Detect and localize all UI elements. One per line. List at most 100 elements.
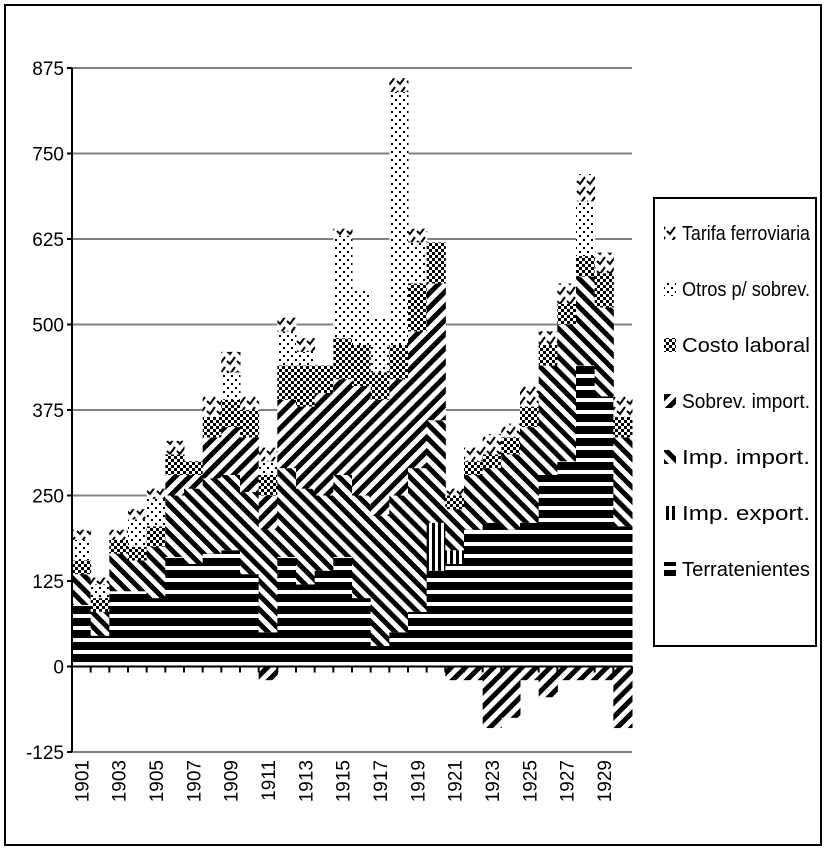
bar-segment <box>501 454 521 530</box>
bar-segment <box>258 447 278 462</box>
legend-label: Terratenientes <box>682 559 810 581</box>
x-tick-label: 1903 <box>110 760 131 802</box>
bar-segment <box>538 331 558 346</box>
bar-segment <box>314 365 334 393</box>
bar-segment <box>370 317 390 373</box>
bar-segment <box>146 498 166 527</box>
bar-segment <box>576 201 596 257</box>
x-tick-label: 1925 <box>520 760 541 802</box>
bar-segment <box>352 345 372 387</box>
bar-segment <box>296 365 316 407</box>
bar-segment <box>258 529 278 633</box>
bar-segment <box>501 437 521 455</box>
x-tick-label: 1913 <box>296 760 317 802</box>
bar-segment <box>594 307 614 397</box>
legend-label: Sobrev. import. <box>682 391 810 413</box>
bar-segment <box>426 522 446 571</box>
bar-segment <box>389 91 409 346</box>
bar-segment <box>109 591 129 667</box>
bar-segment <box>202 553 222 667</box>
x-tick-label: 1907 <box>184 760 205 802</box>
bar-segment <box>538 666 558 698</box>
bar-segment <box>165 440 185 455</box>
bar-segment <box>314 495 334 571</box>
x-tick-label: 1901 <box>72 760 93 802</box>
bar-segment <box>240 492 260 575</box>
x-tick-labels: 1901 1903 1905 1907 1909 1911 1913 1915 1917 1919… <box>72 760 616 802</box>
bar-segment <box>146 488 166 499</box>
bar-segment <box>482 468 502 523</box>
bar-segment <box>445 550 465 564</box>
bar-segment <box>202 478 222 554</box>
bar-segment <box>520 427 540 523</box>
x-tick-label: 1905 <box>147 760 168 802</box>
bar-segment <box>482 522 502 667</box>
bar-segment <box>333 228 353 236</box>
y-tick-label: 250 <box>32 487 64 508</box>
bar-segment <box>221 474 241 551</box>
bar-segment <box>314 570 334 667</box>
bar-segment <box>90 635 110 667</box>
x-tick-label: 1915 <box>334 760 355 802</box>
legend-label: Otros p/ sobrev. <box>682 279 810 301</box>
bar-segment <box>501 666 521 718</box>
y-tick-label: 0 <box>53 658 64 679</box>
x-tick-label: 1917 <box>371 760 392 802</box>
bar-segment <box>221 372 241 400</box>
bar-segment <box>352 598 372 667</box>
bar-segment <box>464 666 484 681</box>
y-tick-label: 625 <box>32 230 64 251</box>
bars <box>72 78 633 729</box>
bar-segment <box>128 519 148 547</box>
bar-segment <box>482 433 502 455</box>
bar-segment <box>557 666 577 681</box>
bar-segment <box>240 396 260 410</box>
bar-segment <box>520 522 540 667</box>
bar-segment <box>613 437 633 527</box>
bar-segment <box>501 423 521 438</box>
bar-segment <box>333 235 353 339</box>
x-tick-label: 1923 <box>483 760 504 802</box>
bar-segment <box>277 331 297 366</box>
bar-segment <box>370 372 390 400</box>
bar-segment <box>258 474 278 496</box>
bar-segment <box>146 526 166 547</box>
bar-segment <box>538 345 558 366</box>
bar-segment <box>352 290 372 346</box>
bar-segment <box>296 406 316 489</box>
bar-segment <box>277 317 297 332</box>
bar-segment <box>408 611 428 667</box>
legend-label: Tarifa ferroviaria <box>682 223 811 245</box>
bar-segment <box>594 396 614 667</box>
bar-segment <box>594 666 614 681</box>
bar-segment <box>90 611 110 636</box>
bar-segment <box>613 416 633 438</box>
bar-segment <box>482 666 502 729</box>
x-tick-label: 1909 <box>222 760 243 802</box>
bar-segment <box>72 574 92 605</box>
bar-segment <box>426 420 446 523</box>
bar-segment <box>109 529 129 540</box>
bar-segment <box>538 474 558 667</box>
bar-segment <box>202 416 222 438</box>
bar-segment <box>128 560 148 592</box>
bar-segment <box>221 427 241 475</box>
bar-segment <box>445 666 465 681</box>
bar-segment <box>557 283 577 304</box>
bar-segment <box>557 324 577 462</box>
legend-label: Imp. export. <box>682 503 810 525</box>
bar-segment <box>90 598 110 612</box>
bar-segment <box>296 351 316 366</box>
bar-segment <box>370 645 390 667</box>
bar-segment <box>576 666 596 681</box>
bar-segment <box>296 488 316 585</box>
legend-swatch <box>664 506 676 520</box>
bar-segment <box>165 557 185 667</box>
bar-segment <box>576 365 596 667</box>
bar-segment <box>426 283 446 421</box>
bar-segment <box>445 488 465 496</box>
bar-segment <box>90 584 110 599</box>
x-tick-label: 1929 <box>595 760 616 802</box>
bar-segment <box>165 474 185 496</box>
